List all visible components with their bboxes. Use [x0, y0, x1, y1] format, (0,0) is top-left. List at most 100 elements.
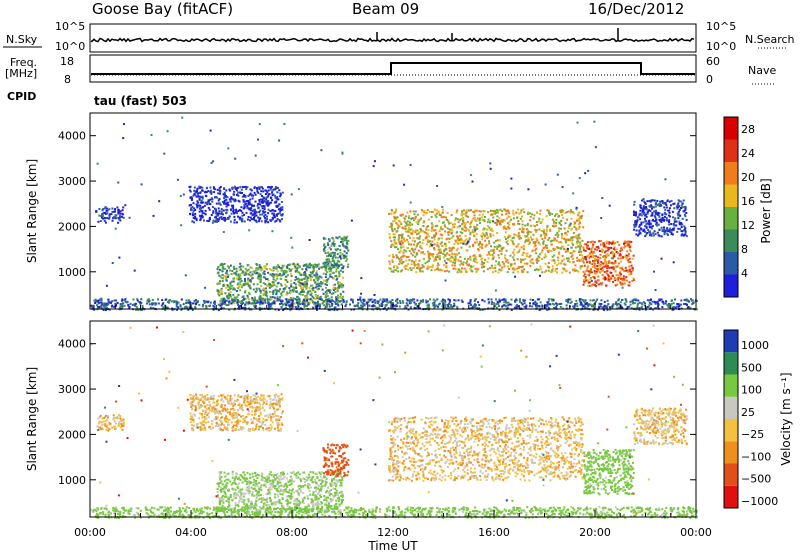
power-cell [277, 309, 280, 311]
power-cell [504, 298, 507, 301]
power-cell [218, 280, 221, 283]
power-cell [558, 227, 561, 230]
power-cell [235, 290, 238, 292]
power-cell [498, 239, 501, 242]
power-cell [246, 218, 249, 221]
power-cell [397, 234, 400, 237]
power-cell [470, 265, 472, 268]
power-cell [411, 248, 414, 251]
power-cell [454, 239, 457, 242]
power-cell [628, 305, 631, 308]
power-cell [123, 304, 126, 307]
power-cell [591, 240, 594, 243]
power-cell [263, 197, 266, 200]
power-cell [534, 269, 536, 271]
power-cell [401, 213, 404, 216]
power-cell [526, 213, 529, 215]
power-cell [481, 216, 484, 219]
power-cell [579, 303, 582, 306]
power-cell [524, 241, 526, 244]
power-cell [282, 309, 285, 311]
power-cell [408, 215, 410, 218]
power-cell [623, 255, 626, 258]
power-cell [572, 261, 575, 263]
power-cell [536, 298, 539, 301]
power-cell [603, 265, 606, 268]
power-cell [598, 263, 601, 266]
power-cell [271, 283, 274, 286]
power-cell [414, 255, 417, 258]
power-noise-cell [152, 214, 155, 217]
power-cell [250, 275, 253, 278]
power-cell [441, 298, 444, 301]
power-cell [597, 279, 600, 282]
power-cell [274, 194, 277, 197]
power-cell [671, 210, 674, 213]
power-cell [264, 217, 267, 220]
power-cell [232, 204, 235, 207]
power-cell [423, 253, 426, 256]
power-cell [605, 240, 608, 243]
power-cell [457, 299, 460, 302]
power-cell [648, 205, 651, 208]
power-cell [120, 215, 123, 218]
power-cell [479, 240, 481, 243]
power-noise-cell [359, 296, 362, 299]
power-cell [325, 301, 328, 304]
power-cell [222, 297, 225, 300]
power-cell [662, 202, 664, 204]
power-cell [595, 272, 598, 275]
power-cell [510, 239, 513, 242]
power-cell [457, 237, 459, 240]
power-cell [208, 199, 210, 202]
power-cell [251, 302, 254, 304]
power-cell [454, 258, 457, 260]
power-cell [268, 203, 271, 206]
power-cell [486, 254, 489, 256]
power-cell [435, 232, 438, 235]
power-cell [274, 188, 277, 191]
power-cell [294, 263, 297, 266]
power-cell [463, 229, 466, 232]
power-cell [534, 244, 537, 247]
power-cell [661, 306, 664, 309]
power-cell [469, 268, 472, 271]
power-cell [561, 211, 564, 214]
power-cell [523, 234, 526, 237]
power-cell [544, 253, 547, 256]
power-cell [264, 221, 267, 224]
power-cell [448, 247, 451, 250]
power-cell [278, 189, 281, 192]
power-cell [661, 216, 664, 219]
power-cell [415, 245, 418, 247]
power-cell [398, 225, 401, 228]
power-cell [242, 284, 245, 287]
power-cell [450, 214, 453, 217]
power-cell [243, 204, 246, 206]
power-cell [522, 248, 525, 251]
power-cell [642, 212, 645, 215]
power-cell [435, 258, 438, 261]
power-cell [391, 244, 394, 247]
power-cell [589, 303, 592, 306]
power-cell [209, 189, 212, 192]
power-cell [157, 302, 160, 305]
power-cell [233, 221, 236, 224]
power-cell [287, 263, 290, 266]
power-cell [250, 203, 253, 206]
power-cell [101, 302, 104, 305]
power-cell [390, 222, 393, 225]
power-cell [191, 220, 194, 223]
power-noise-cell [114, 227, 117, 230]
power-noise-cell [320, 149, 323, 152]
power-cell [110, 213, 113, 216]
power-cell [337, 299, 340, 302]
power-cell [107, 302, 110, 305]
power-cell [539, 265, 542, 268]
power-cell [295, 290, 298, 293]
power-cell [643, 301, 645, 304]
power-cell [527, 237, 530, 240]
power-noise-cell [611, 257, 614, 260]
power-cell [496, 239, 499, 242]
power-cell [114, 210, 116, 213]
